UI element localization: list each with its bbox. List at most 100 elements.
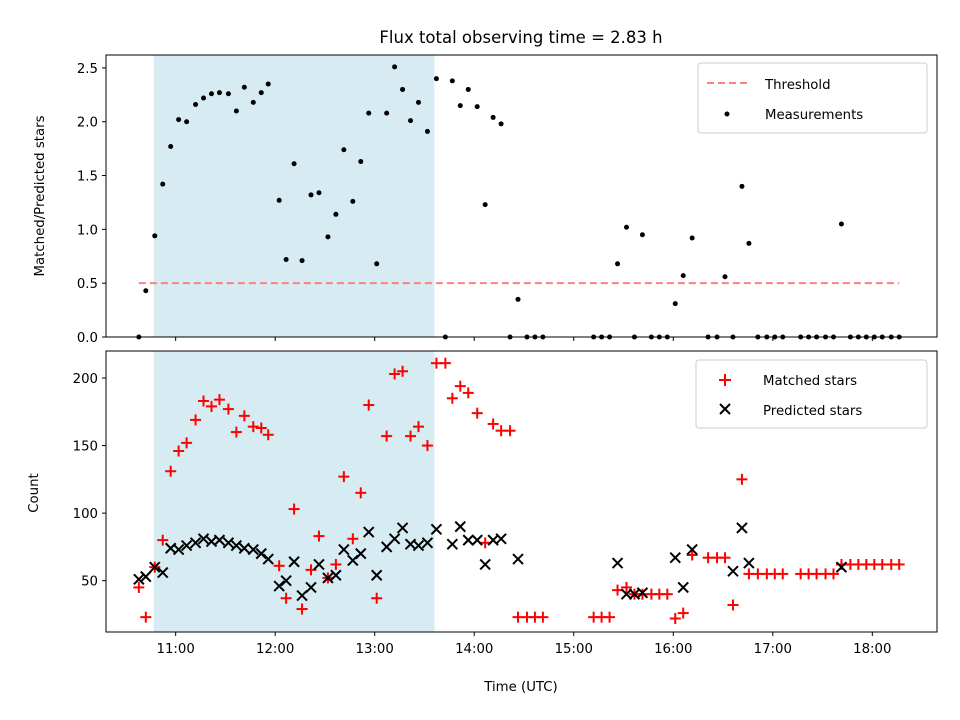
x-b bbox=[636, 587, 649, 599]
x-b bbox=[213, 534, 226, 546]
matched-star-point bbox=[347, 533, 359, 545]
predicted-star-point bbox=[727, 565, 739, 577]
predicted-star-point bbox=[296, 589, 308, 602]
bottom-axes-frame bbox=[105, 350, 938, 633]
predicted-star-point bbox=[454, 520, 467, 533]
matched-star-point bbox=[355, 487, 367, 499]
matched-star-point bbox=[157, 534, 169, 546]
predicted-star-point bbox=[157, 566, 169, 579]
bottom-ytick-label: 100 bbox=[73, 507, 98, 522]
top-point bbox=[498, 121, 504, 127]
top-point bbox=[193, 102, 199, 108]
matched-star-point bbox=[205, 400, 217, 412]
predicted-star-point bbox=[197, 533, 210, 545]
top-ytick-label: 2.5 bbox=[77, 62, 98, 77]
predicted-star-point bbox=[213, 534, 226, 546]
matched-star-point bbox=[405, 430, 417, 442]
top-point bbox=[680, 273, 686, 279]
matched-star-point bbox=[439, 357, 451, 369]
legend-matched-swatch bbox=[719, 374, 731, 386]
x-b bbox=[430, 523, 443, 536]
x-b bbox=[149, 561, 161, 573]
predicted-star-point bbox=[273, 580, 285, 592]
top-point bbox=[408, 118, 414, 124]
top-point bbox=[341, 147, 347, 153]
x-b bbox=[677, 581, 689, 594]
matched-star-point bbox=[479, 537, 491, 549]
predicted-star-point bbox=[636, 587, 649, 599]
predicted-star-point bbox=[149, 561, 161, 573]
predicted-star-point bbox=[230, 539, 243, 552]
predicted-star-point bbox=[471, 534, 483, 546]
top-point bbox=[490, 114, 496, 120]
matched-star-point bbox=[686, 549, 698, 561]
predicted-star-point bbox=[363, 526, 375, 538]
top-point bbox=[143, 288, 149, 294]
matched-star-point bbox=[190, 414, 202, 426]
top-point bbox=[722, 274, 728, 280]
top-point bbox=[392, 64, 398, 70]
x-b bbox=[157, 566, 169, 579]
x-b bbox=[396, 522, 409, 534]
top-point bbox=[168, 143, 174, 149]
x-b bbox=[727, 565, 739, 577]
x-b bbox=[205, 535, 218, 548]
x-b bbox=[172, 543, 185, 556]
bottom-xtick-label: 12:00 bbox=[256, 642, 294, 657]
predicted-star-point bbox=[669, 551, 681, 564]
x-b bbox=[412, 539, 425, 552]
top-point bbox=[265, 81, 271, 87]
x-b bbox=[355, 547, 367, 560]
x-b bbox=[611, 557, 624, 569]
bottom-ytick-label: 50 bbox=[81, 575, 98, 590]
matched-star-point bbox=[727, 599, 739, 611]
predicted-star-point bbox=[396, 522, 409, 534]
top-ytick-label: 1.5 bbox=[77, 170, 98, 185]
top-chart-ylabel: Matched/Predicted stars bbox=[33, 115, 48, 276]
predicted-star-point bbox=[479, 558, 491, 571]
predicted-star-point bbox=[189, 537, 202, 549]
predicted-star-point bbox=[430, 523, 443, 536]
top-point bbox=[291, 161, 297, 167]
bottom-chart-ylabel: Count bbox=[27, 473, 42, 513]
matched-star-point bbox=[677, 607, 689, 619]
top-point bbox=[184, 119, 190, 125]
x-b bbox=[462, 534, 474, 546]
bottom-xtick-label: 16:00 bbox=[654, 642, 692, 657]
top-point bbox=[233, 108, 239, 114]
top-chart-title: Flux total observing time = 2.83 h bbox=[379, 28, 662, 47]
top-axes-frame bbox=[105, 54, 938, 338]
legend-matched-label: Matched stars bbox=[763, 374, 857, 389]
legend-measurements-swatch bbox=[724, 111, 730, 117]
predicted-star-point bbox=[835, 561, 848, 573]
top-point bbox=[308, 192, 314, 198]
x-b bbox=[512, 553, 524, 565]
bottom-series-predicted-stars bbox=[133, 520, 848, 602]
x-b bbox=[835, 561, 848, 573]
predicted-star-point bbox=[313, 558, 325, 571]
x-b bbox=[363, 526, 375, 538]
top-point bbox=[689, 235, 695, 241]
matched-star-point bbox=[198, 395, 210, 407]
top-point bbox=[325, 234, 331, 240]
top-legend-box bbox=[697, 62, 928, 134]
top-point bbox=[160, 181, 166, 187]
legend-measurements-label: Measurements bbox=[765, 108, 863, 123]
x-b bbox=[133, 573, 145, 586]
matched-star-point bbox=[462, 387, 474, 399]
x-b bbox=[743, 557, 755, 569]
top-point bbox=[366, 110, 372, 116]
bottom-xtick-label: 11:00 bbox=[157, 642, 195, 657]
x-b bbox=[262, 553, 274, 565]
top-point bbox=[384, 110, 390, 116]
bottom-chart: 50 100 150 200 11:00 12:00 13:00 14:00 15:00 16:0… bbox=[73, 350, 938, 657]
top-point bbox=[739, 183, 745, 189]
bottom-series-matched-stars bbox=[133, 357, 905, 624]
predicted-star-point bbox=[222, 537, 235, 549]
top-point bbox=[250, 99, 256, 105]
matched-star-point bbox=[222, 403, 234, 415]
matched-star-point bbox=[280, 592, 292, 604]
top-ytick-label: 0.0 bbox=[77, 331, 98, 346]
x-b bbox=[669, 551, 681, 564]
matched-star-point bbox=[661, 588, 673, 600]
